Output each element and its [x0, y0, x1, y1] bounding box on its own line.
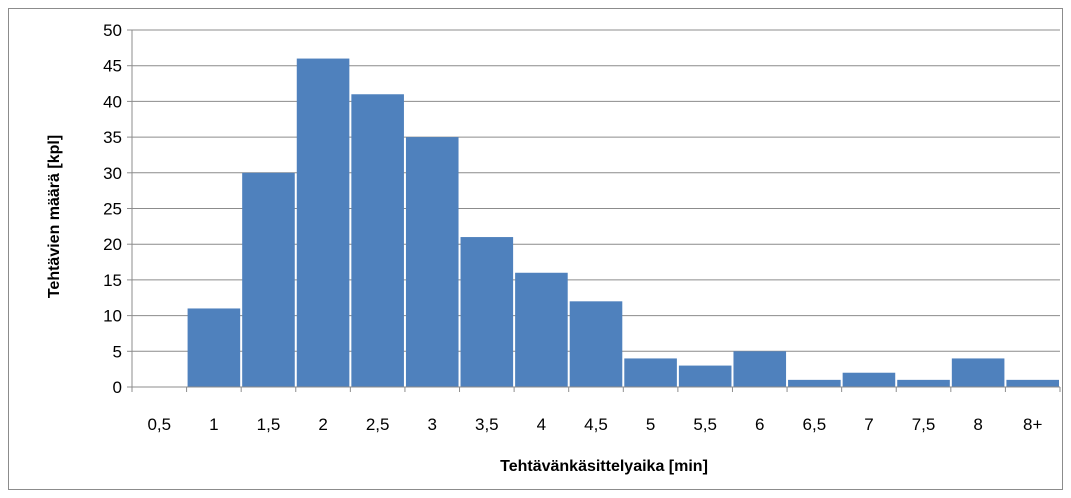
x-tick-label: 4 [537, 415, 546, 434]
y-tick-label: 45 [103, 57, 122, 76]
y-tick-label: 0 [113, 378, 122, 397]
x-axis-title: Tehtävänkäsittelyaika [min] [500, 458, 708, 475]
x-tick-label: 6 [755, 415, 764, 434]
y-tick-label: 50 [103, 21, 122, 40]
x-tick-label: 6,5 [803, 415, 827, 434]
bar-1 [187, 308, 241, 387]
x-tick-label: 4,5 [584, 415, 608, 434]
y-axis-title: Tehtävien määrä [kpl] [46, 135, 63, 298]
bar-5-5 [678, 365, 732, 387]
x-tick-label: 1 [209, 415, 218, 434]
y-tick-label: 5 [113, 342, 122, 361]
y-tick-label: 10 [103, 307, 122, 326]
y-tick-label: 35 [103, 128, 122, 147]
chart-frame: 0 5 10 15 20 25 30 35 40 45 50 0,5 1 1,5 2 2,5 3 3,5 4 4,5… [8, 8, 1063, 490]
bar-4 [515, 272, 568, 387]
bar-8 [951, 358, 1005, 387]
x-tick-label: 2 [318, 415, 327, 434]
bar-7 [842, 372, 896, 387]
x-tick-label: 2,5 [366, 415, 390, 434]
bar-8+ [1006, 379, 1059, 387]
histogram-chart: 0 5 10 15 20 25 30 35 40 45 50 0,5 1 1,5 2 2,5 3 3,5 4 4,5… [46, 21, 1061, 475]
y-tick-label: 20 [103, 235, 122, 254]
y-tick-label: 15 [103, 271, 122, 290]
bar-6-5 [788, 379, 841, 387]
bars [187, 58, 1059, 388]
bar-3-5 [460, 237, 514, 387]
bar-7-5 [897, 379, 950, 387]
x-tick-label: 8+ [1023, 415, 1042, 434]
x-tick-labels: 0,5 1 1,5 2 2,5 3 3,5 4 4,5 5 5,5 6 6,5 7 7,5 8 8+ [147, 415, 1042, 434]
bar-3 [405, 137, 459, 387]
x-tick-label: 0,5 [147, 415, 171, 434]
y-tick-label: 25 [103, 200, 122, 219]
x-tick-label: 5,5 [693, 415, 717, 434]
axes [127, 29, 1061, 392]
x-tick-label: 7 [864, 415, 873, 434]
x-tick-label: 1,5 [257, 415, 281, 434]
y-tick-label: 40 [103, 92, 122, 111]
x-tick-label: 8 [973, 415, 982, 434]
bar-2 [296, 58, 350, 388]
x-tick-label: 3,5 [475, 415, 499, 434]
bar-4-5 [569, 301, 623, 387]
y-tick-labels: 0 5 10 15 20 25 30 35 40 45 50 [103, 21, 122, 397]
bar-2-5 [351, 94, 404, 387]
bar-5 [624, 358, 677, 387]
y-tick-label: 30 [103, 164, 122, 183]
x-tick-label: 3 [428, 415, 437, 434]
bar-6 [733, 351, 787, 387]
x-tick-label: 7,5 [912, 415, 936, 434]
x-tick-label: 5 [646, 415, 655, 434]
bar-1-5 [242, 172, 295, 387]
